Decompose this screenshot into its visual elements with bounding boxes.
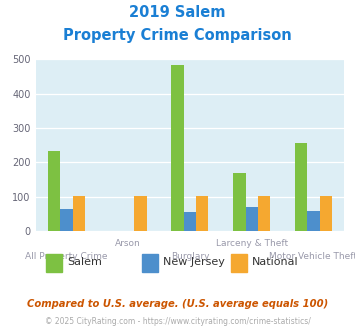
Bar — [60, 209, 72, 231]
Bar — [196, 196, 208, 231]
Bar — [134, 196, 147, 231]
Bar — [258, 196, 270, 231]
Bar — [184, 212, 196, 231]
Bar — [307, 212, 320, 231]
Bar — [320, 196, 332, 231]
Text: New Jersey: New Jersey — [163, 257, 225, 267]
Bar — [48, 151, 60, 231]
Text: All Property Crime: All Property Crime — [25, 252, 108, 261]
Text: © 2025 CityRating.com - https://www.cityrating.com/crime-statistics/: © 2025 CityRating.com - https://www.city… — [45, 317, 310, 326]
Text: Motor Vehicle Theft: Motor Vehicle Theft — [269, 252, 355, 261]
Text: 2019 Salem: 2019 Salem — [129, 5, 226, 20]
Text: Compared to U.S. average. (U.S. average equals 100): Compared to U.S. average. (U.S. average … — [27, 299, 328, 309]
Bar — [171, 65, 184, 231]
Text: Arson: Arson — [115, 239, 141, 248]
Bar — [72, 196, 85, 231]
Text: National: National — [252, 257, 299, 267]
Text: Property Crime Comparison: Property Crime Comparison — [63, 28, 292, 43]
Bar — [295, 144, 307, 231]
Text: Larceny & Theft: Larceny & Theft — [215, 239, 288, 248]
Bar — [233, 173, 246, 231]
Bar — [246, 207, 258, 231]
Text: Salem: Salem — [67, 257, 102, 267]
Text: Burglary: Burglary — [171, 252, 209, 261]
